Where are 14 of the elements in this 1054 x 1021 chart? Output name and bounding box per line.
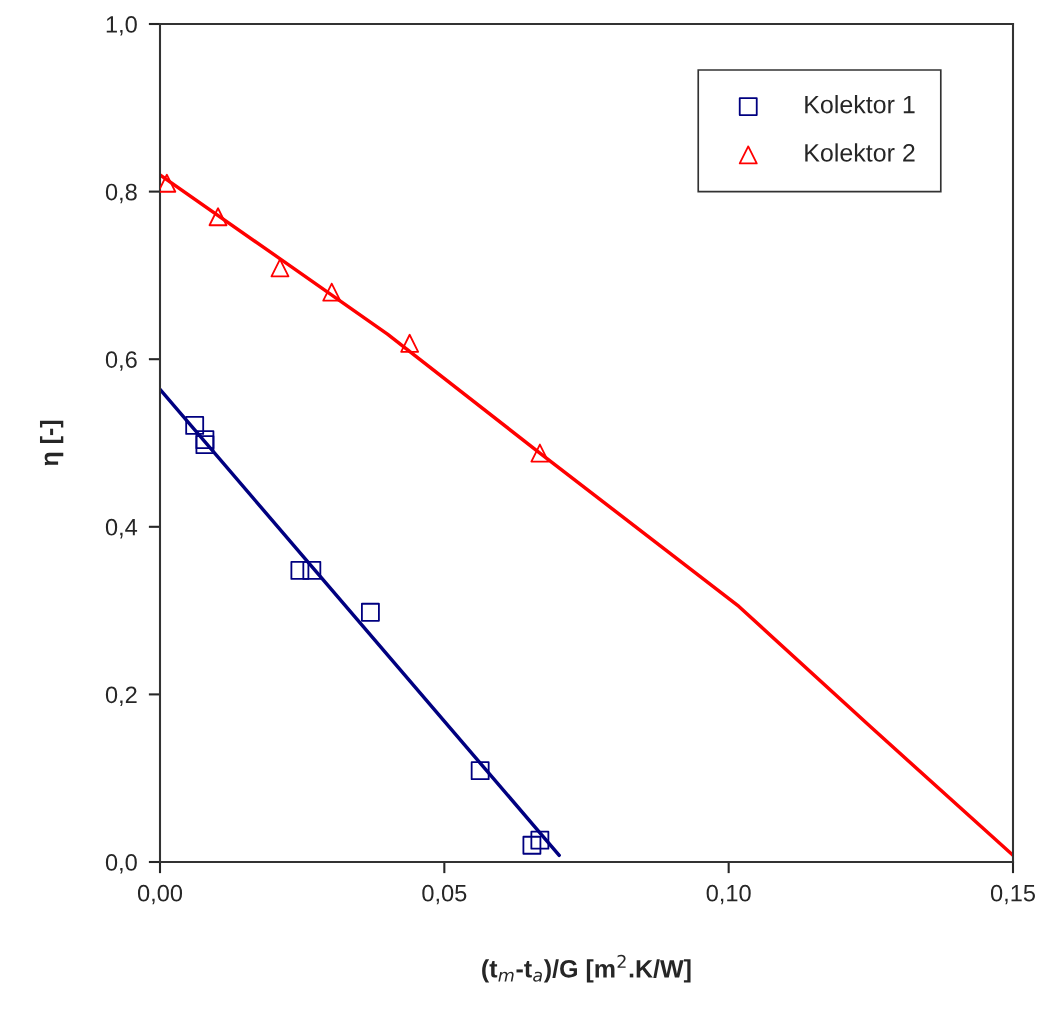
y-tick-label: 0,2 [105,686,137,706]
x-tick-label: 0,10 [706,884,751,905]
y-tick-label: 1,0 [106,16,137,36]
y-tick-label: 0,8 [105,183,137,204]
x-tick-label: 0,05 [422,884,467,905]
y-tick-label: 0,4 [105,518,138,539]
x-tick-label: 0,00 [137,884,183,905]
y-axis-title: η [-] [39,420,64,466]
legend-label: Kolektor 2 [805,143,915,162]
x-axis-title: (t$_{m}$-t$_{a}$)/G [m$^{2}$.K/W] [482,954,691,983]
y-tick-label: 0,6 [105,351,137,371]
legend-label: Kolektor 1 [805,95,915,114]
x-tick-label: 0,15 [990,884,1035,905]
y-tick-label: 0,0 [105,854,137,874]
